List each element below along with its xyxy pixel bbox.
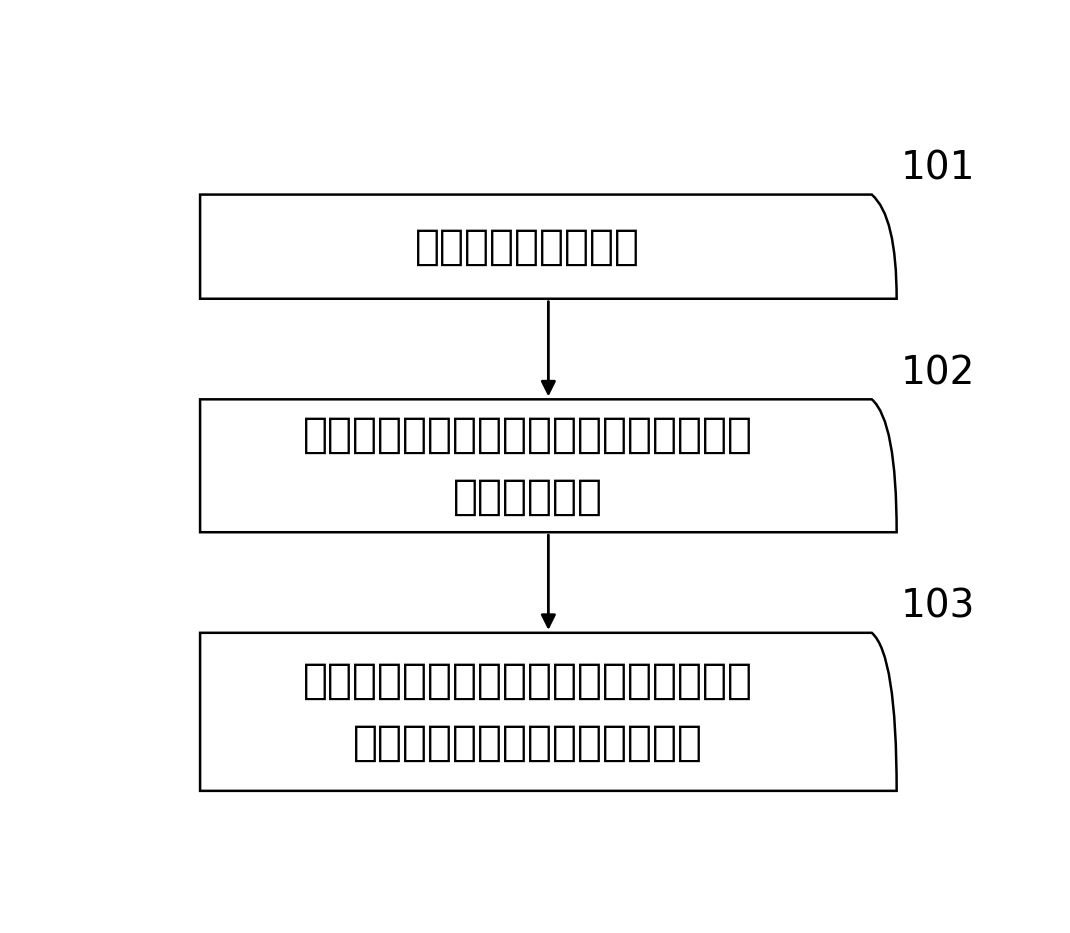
Text: 103: 103 [901, 588, 975, 626]
Text: 获取车辆的环境参数: 获取车辆的环境参数 [415, 226, 640, 268]
Text: 102: 102 [901, 355, 975, 392]
Text: 接收指定终端发送的设备控制指令，并根
据设备控制指令控制车辆的设备: 接收指定终端发送的设备控制指令，并根 据设备控制指令控制车辆的设备 [303, 660, 752, 764]
Text: 当车辆没有启动时，将获取的环境参数发
送到指定终端: 当车辆没有启动时，将获取的环境参数发 送到指定终端 [303, 414, 752, 518]
PathPatch shape [200, 633, 897, 791]
PathPatch shape [200, 399, 897, 532]
Text: 101: 101 [901, 149, 976, 188]
PathPatch shape [200, 195, 897, 299]
